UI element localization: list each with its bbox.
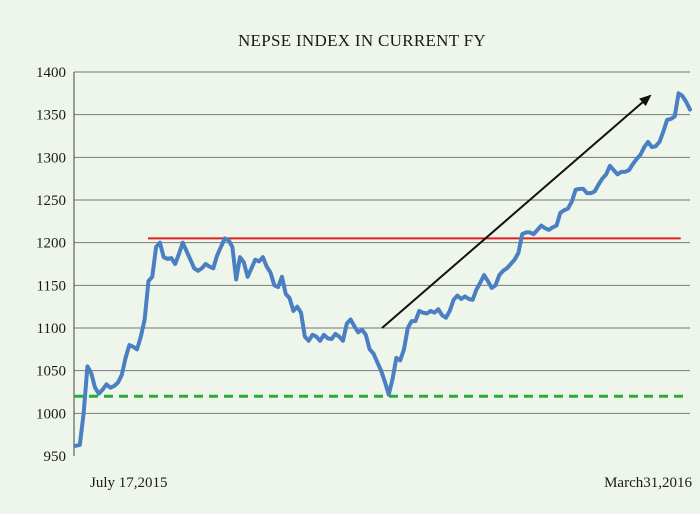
reference-lines (74, 237, 687, 398)
y-tick-label: 1100 (37, 321, 66, 337)
y-tick-label: 1150 (37, 278, 66, 294)
x-end-label: March31,2016 (604, 475, 692, 491)
y-tick-label: 1050 (36, 364, 66, 380)
y-tick-label: 1400 (36, 65, 66, 81)
y-tick-label: 1200 (36, 236, 66, 252)
grid-lines (74, 71, 690, 414)
y-tick-label: 1300 (36, 150, 66, 166)
y-tick-label: 1250 (36, 193, 66, 209)
trend-arrow (381, 94, 652, 329)
x-start-label: July 17,2015 (90, 475, 168, 491)
chart-title: NEPSE INDEX IN CURRENT FY (238, 31, 486, 50)
y-tick-label: 1350 (36, 108, 66, 124)
y-tick-label: 950 (44, 449, 67, 465)
y-tick-label: 1000 (36, 406, 66, 422)
nepse-index-line (74, 91, 692, 448)
y-axis-ticks: 950 1000 1050 1100 1150 1200 1250 1300 1350 1400 (36, 65, 66, 465)
